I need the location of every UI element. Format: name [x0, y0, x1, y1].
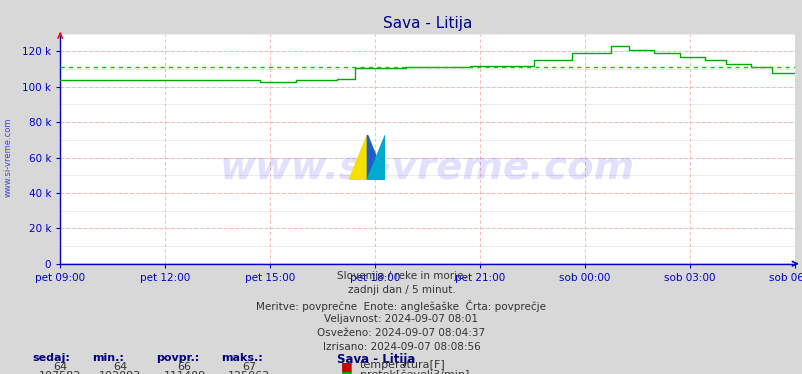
Text: 125063: 125063 — [228, 371, 269, 374]
Text: 66: 66 — [177, 362, 192, 372]
Text: Slovenija / reke in morje.: Slovenija / reke in morje. — [336, 271, 466, 281]
Text: min.:: min.: — [92, 353, 124, 364]
Text: sedaj:: sedaj: — [32, 353, 70, 364]
Polygon shape — [367, 135, 385, 180]
Text: Osveženo: 2024-09-07 08:04:37: Osveženo: 2024-09-07 08:04:37 — [317, 328, 485, 338]
Polygon shape — [367, 135, 385, 180]
Text: temperatura[F]: temperatura[F] — [359, 360, 445, 370]
Text: maks.:: maks.: — [221, 353, 262, 364]
Text: 64: 64 — [53, 362, 67, 372]
Polygon shape — [349, 135, 367, 180]
Text: Izrisano: 2024-09-07 08:08:56: Izrisano: 2024-09-07 08:08:56 — [322, 342, 480, 352]
Text: ■: ■ — [341, 369, 353, 374]
Text: www.si-vreme.com: www.si-vreme.com — [3, 117, 13, 197]
Text: Sava - Litija: Sava - Litija — [337, 353, 415, 367]
Title: Sava - Litija: Sava - Litija — [383, 16, 472, 31]
Text: 67: 67 — [241, 362, 256, 372]
Text: 64: 64 — [113, 362, 128, 372]
Text: Meritve: povprečne  Enote: anglešaške  Črta: povprečje: Meritve: povprečne Enote: anglešaške Črt… — [256, 300, 546, 312]
Text: 107582: 107582 — [39, 371, 81, 374]
Text: 102093: 102093 — [99, 371, 141, 374]
Text: www.si-vreme.com: www.si-vreme.com — [220, 148, 634, 186]
Text: ■: ■ — [341, 360, 353, 373]
Text: zadnji dan / 5 minut.: zadnji dan / 5 minut. — [347, 285, 455, 295]
Text: 111409: 111409 — [164, 371, 205, 374]
Text: Veljavnost: 2024-09-07 08:01: Veljavnost: 2024-09-07 08:01 — [324, 314, 478, 324]
Text: pretok[čevelj3/min]: pretok[čevelj3/min] — [359, 369, 468, 374]
Text: povpr.:: povpr.: — [156, 353, 200, 364]
